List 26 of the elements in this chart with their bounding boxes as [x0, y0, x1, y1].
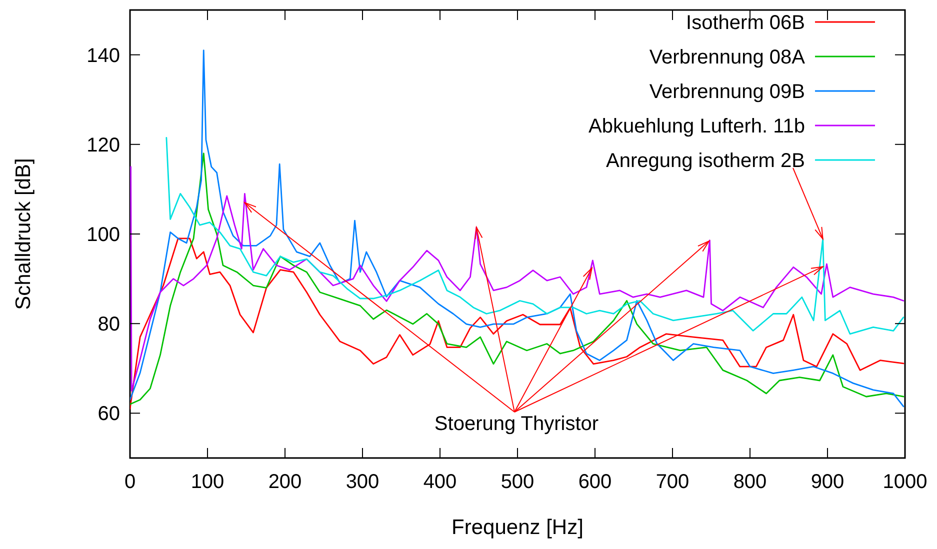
y-tick-label: 60	[98, 403, 120, 426]
legend-label: Anregung isotherm 2B	[606, 150, 805, 172]
annotation: Stoerung Thyristor	[434, 413, 599, 435]
x-tick-label: 500	[500, 471, 534, 493]
y-tick-label: 100	[86, 224, 120, 246]
y-tick-label: 120	[86, 134, 120, 156]
legend-label: Abkuehlung Lufterh. 11b	[588, 116, 805, 138]
x-tick-label: 400	[423, 471, 457, 493]
line-series	[130, 50, 904, 408]
y-axis-title: Schalldruck [dB]	[12, 158, 35, 310]
x-axis-title: Frequenz [Hz]	[452, 516, 584, 539]
x-tick-label: 900	[810, 471, 844, 493]
line-series	[166, 136, 904, 335]
x-tick-label: 1000	[882, 471, 928, 493]
x-tick-label: 800	[733, 471, 767, 493]
x-tick-label: 200	[268, 471, 302, 493]
x-tick-label: 300	[346, 471, 380, 493]
y-tick-label: 140	[86, 44, 120, 67]
x-tick-label: 700	[656, 471, 690, 493]
legend-label: Verbrennung 08A	[649, 46, 806, 68]
x-tick-label: 600	[578, 471, 612, 493]
legend-label: Isotherm 06B	[686, 12, 805, 34]
legend-label: Verbrennung 09B	[649, 81, 805, 103]
x-tick-label: 100	[190, 471, 224, 493]
y-tick-label: 80	[98, 314, 120, 336]
x-tick-label: 0	[124, 471, 136, 493]
